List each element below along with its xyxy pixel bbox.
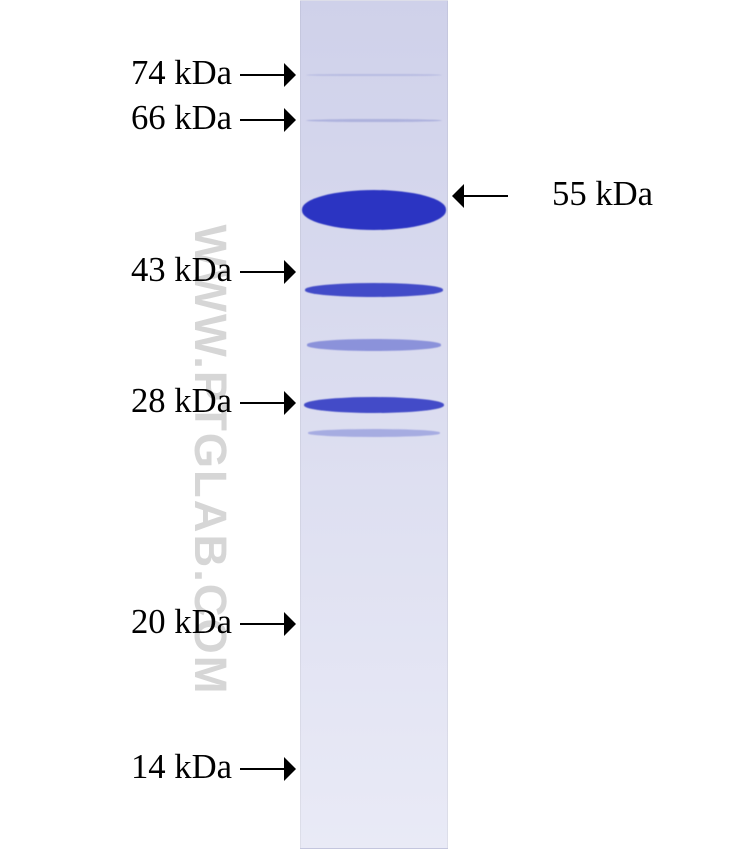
- gel-band: [308, 429, 440, 437]
- marker-arrow-right-icon: [240, 612, 296, 636]
- molecular-weight-label: 55 kDa: [552, 175, 653, 214]
- gel-lane: [300, 0, 448, 849]
- marker-arrow-right-icon: [240, 63, 296, 87]
- marker-arrow-right-icon: [240, 260, 296, 284]
- marker-arrow-right-icon: [240, 757, 296, 781]
- marker-arrow-left-icon: [452, 184, 508, 208]
- molecular-weight-label: 66 kDa: [131, 99, 232, 138]
- gel-band: [306, 119, 442, 122]
- molecular-weight-label: 20 kDa: [131, 603, 232, 642]
- gel-band: [306, 74, 442, 76]
- gel-band: [304, 397, 444, 413]
- molecular-weight-label: 43 kDa: [131, 251, 232, 290]
- molecular-weight-label: 28 kDa: [131, 382, 232, 421]
- gel-band: [302, 190, 446, 230]
- marker-arrow-right-icon: [240, 108, 296, 132]
- molecular-weight-label: 14 kDa: [131, 748, 232, 787]
- molecular-weight-label: 74 kDa: [131, 54, 232, 93]
- gel-band: [305, 283, 443, 297]
- marker-arrow-right-icon: [240, 391, 296, 415]
- gel-figure-canvas: WWW.PTGLAB.COM 74 kDa66 kDa43 kDa28 kDa2…: [0, 0, 740, 849]
- gel-band: [307, 339, 441, 351]
